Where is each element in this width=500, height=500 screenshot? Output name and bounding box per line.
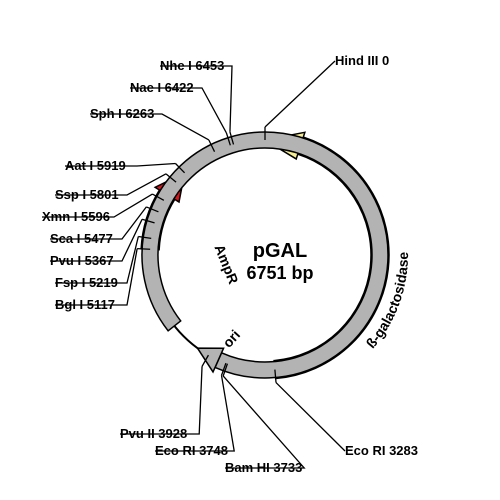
site-label: Sca I 5477 [50, 231, 113, 246]
site-label: Fsp I 5219 [55, 275, 118, 290]
site-label: Nhe I 6453 [160, 58, 224, 73]
site-label: Bgl I 5117 [55, 297, 115, 312]
feature-label-ampR: AmpR [211, 242, 241, 286]
site-leader [223, 376, 304, 468]
site-leader [276, 383, 345, 451]
site-label: Eco RI 3748 [155, 443, 228, 458]
site-tick [137, 249, 150, 250]
site-label: Xmn I 5596 [42, 209, 110, 224]
site-leader [120, 366, 202, 434]
feature-label-ori: ori [219, 327, 243, 351]
site-label: Aat I 5919 [65, 158, 126, 173]
plasmid-name: pGAL [253, 240, 307, 262]
plasmid-size: 6751 bp [246, 263, 313, 283]
plasmid-map: AmpRoriß-galactosidaseHind III 0Eco RI 3… [0, 0, 500, 500]
site-label: Nae I 6422 [130, 80, 194, 95]
site-label: Hind III 0 [335, 53, 389, 68]
site-label: Eco RI 3283 [345, 443, 418, 458]
site-leader [265, 61, 335, 127]
site-label: Ssp I 5801 [55, 187, 119, 202]
site-label: Bam HI 3733 [225, 460, 302, 475]
site-label: Pvu II 3928 [120, 426, 187, 441]
site-label: Pvu I 5367 [50, 253, 114, 268]
site-label: Sph I 6263 [90, 106, 154, 121]
